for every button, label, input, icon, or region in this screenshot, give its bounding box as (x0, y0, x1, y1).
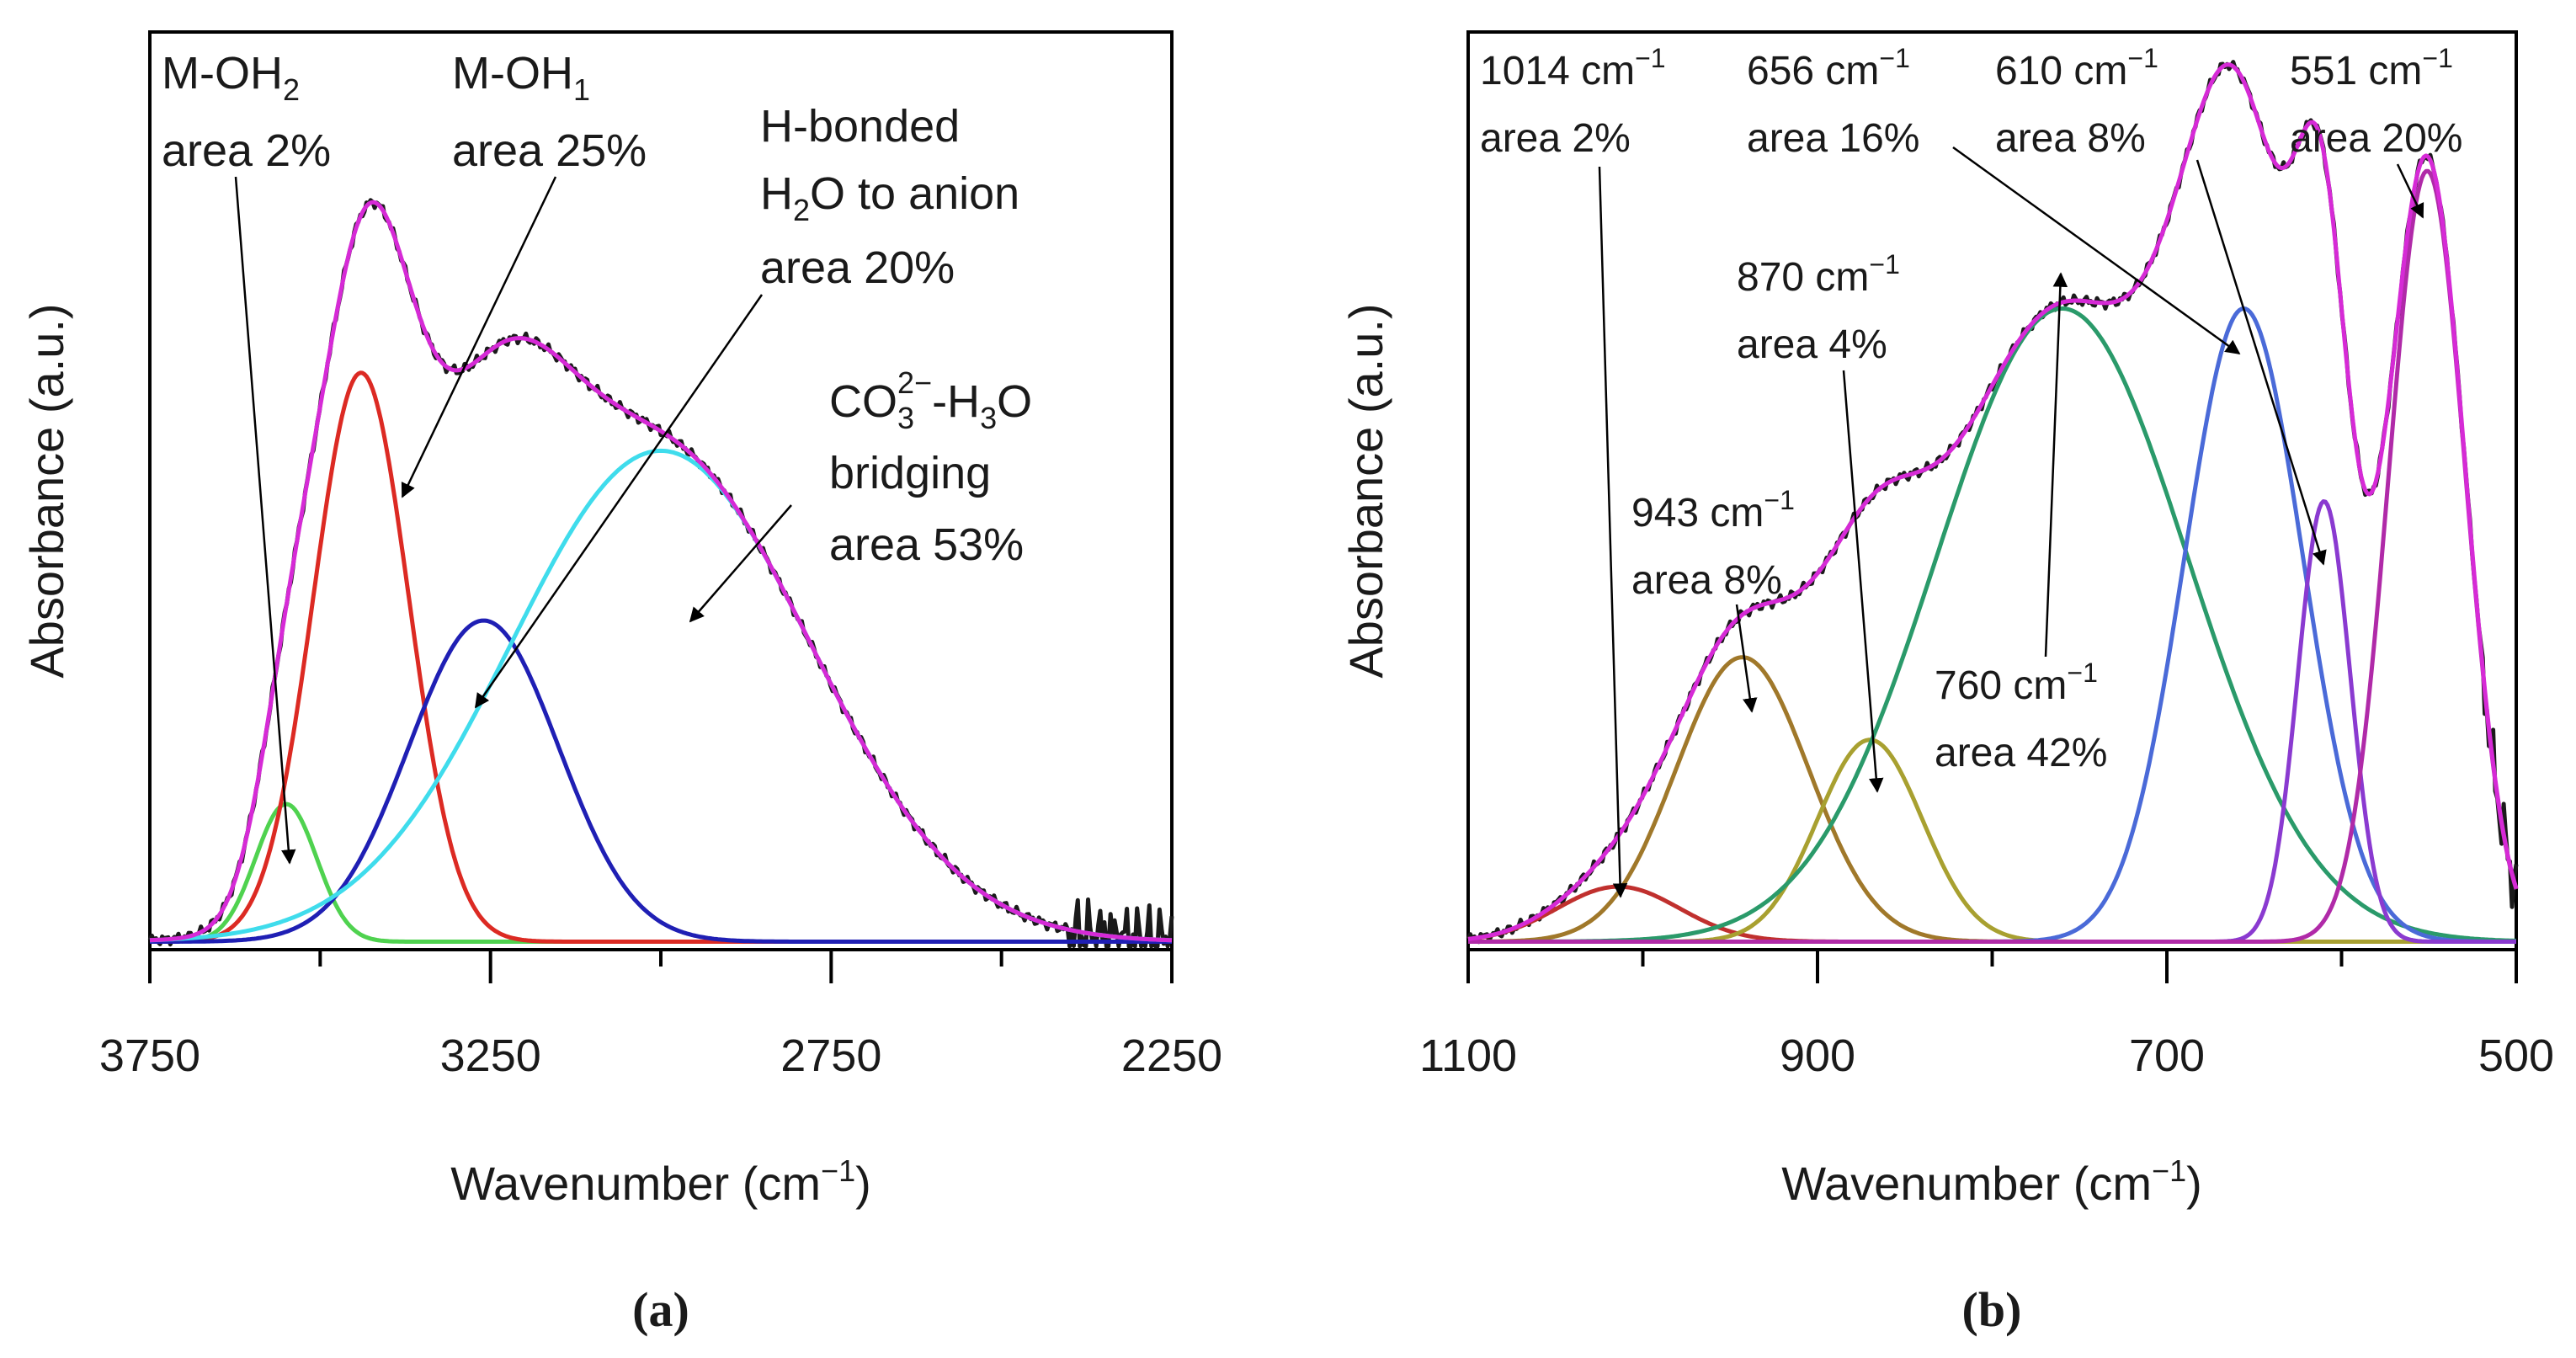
series-envelope (149, 200, 1173, 943)
panel-label-a: (a) (632, 1282, 689, 1337)
annotation-arrow (401, 176, 557, 498)
panel-label-b: (b) (1962, 1282, 2022, 1337)
annotation-arrow (689, 504, 792, 623)
series-component (1468, 306, 2516, 944)
annotation-656: 656 cm−1 area 16% (1747, 32, 1921, 161)
x-ticks-a (148, 950, 1174, 983)
annotation-arrow (1598, 166, 1628, 898)
series-component (1468, 168, 2519, 944)
x-tick-label: 2250 (1121, 1030, 1222, 1081)
annotation-m-oh2: M-OH2 area 2% (162, 48, 331, 176)
y-axis-label-a: Absorbance (a.u.) (20, 303, 73, 678)
x-tick-label: 500 (2478, 1030, 2554, 1081)
x-axis-label-a: Wavenumber (cm−1) (450, 1153, 871, 1210)
x-tick-label: 700 (2129, 1030, 2205, 1081)
x-tick-label: 3750 (99, 1030, 200, 1081)
x-ticks-b (1466, 950, 2518, 983)
x-tick-label: 900 (1780, 1030, 1855, 1081)
annotation-551: 551 cm−1 area 20% (2290, 32, 2464, 161)
annotation-arrow (1735, 604, 1758, 713)
annotation-m-oh1: M-OH1 area 25% (452, 48, 647, 176)
series-component (149, 370, 1173, 944)
annotation-arrow (1842, 370, 1884, 793)
annotation-arrow (2396, 163, 2424, 219)
annotation-h-bonded: H-bonded H2O to anion area 20% (760, 101, 1032, 293)
x-tick-label: 2750 (780, 1030, 881, 1081)
annotation-arrow (2195, 159, 2327, 566)
series-envelope (1467, 62, 2519, 941)
series-experimental (147, 198, 1174, 949)
chart-panel-a: 3750 3250 2750 2250 Wavenumber (cm−1) Ab… (20, 30, 1222, 1337)
annotation-943: 943 cm−1 area 8% (1631, 474, 1806, 603)
annotation-arrow (234, 176, 296, 865)
x-tick-label: 1100 (1419, 1030, 1517, 1081)
annotation-610: 610 cm−1 area 8% (1995, 32, 2169, 161)
series-component (1467, 884, 2516, 944)
curves-a (147, 198, 1174, 949)
curves-b (1466, 60, 2519, 945)
x-axis-label-b: Wavenumber (cm−1) (1781, 1153, 2202, 1210)
x-tick-label: 3250 (440, 1030, 541, 1081)
annotation-870: 870 cm−1 area 4% (1737, 238, 1911, 367)
series-component (1468, 499, 2516, 944)
series-component (149, 618, 1173, 944)
annotation-co3-bridging: CO32−-H3O bridging area 53% (829, 365, 1045, 570)
plot-frame-b (1466, 30, 2518, 951)
series-experimental (1466, 60, 2519, 945)
y-axis-label-b: Absorbance (a.u.) (1339, 303, 1392, 678)
annotation-arrow (474, 294, 764, 709)
annotation-1014: 1014 cm−1 area 2% (1480, 32, 1677, 161)
annotation-arrow (1952, 146, 2241, 355)
annotation-arrow (2044, 272, 2068, 658)
annotation-760: 760 cm−1 area 42% (1935, 647, 2109, 775)
chart-panel-b: 1100 900 700 500 Wavenumber (cm−1) Absor… (1339, 30, 2554, 1337)
